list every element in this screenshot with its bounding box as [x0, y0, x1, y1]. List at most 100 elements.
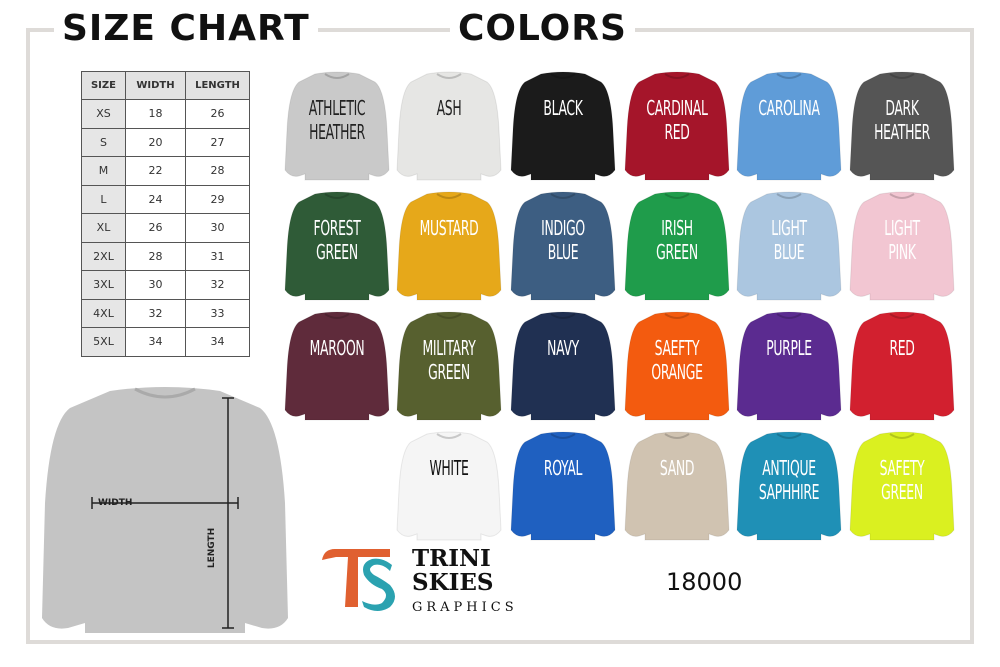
- color-swatch[interactable]: LIGHT PINK: [848, 190, 956, 302]
- color-swatch[interactable]: SAEFTY ORANGE: [623, 310, 731, 422]
- color-name: ASH: [436, 96, 462, 120]
- color-swatch[interactable]: NAVY: [509, 310, 617, 422]
- color-name: LIGHT PINK: [884, 216, 920, 264]
- width-cell: 34: [125, 327, 186, 357]
- color-swatch[interactable]: MUSTARD: [395, 190, 503, 302]
- sweatshirt-icon: [510, 311, 616, 421]
- sweatshirt-icon: [284, 191, 390, 301]
- sweatshirt-icon: [284, 71, 390, 181]
- color-swatch[interactable]: ATHLETIC HEATHER: [283, 70, 391, 182]
- color-swatch[interactable]: FOREST GREEN: [283, 190, 391, 302]
- sweatshirt-icon: [849, 191, 955, 301]
- color-swatch[interactable]: MAROON: [283, 310, 391, 422]
- sweatshirt-icon: [396, 431, 502, 541]
- size-table: SIZE WIDTH LENGTH XS 18 26 S 20 27 M 22 28 L 24 29 X…: [81, 71, 250, 357]
- sweatshirt-icon: [510, 71, 616, 181]
- color-name: MILITARY GREEN: [422, 336, 476, 384]
- color-swatch[interactable]: ROYAL: [509, 430, 617, 542]
- header-size: SIZE: [81, 71, 126, 100]
- length-cell: 33: [185, 298, 250, 328]
- color-swatch[interactable]: WHITE: [395, 430, 503, 542]
- size-row: M 22 28: [81, 156, 250, 186]
- brand-logo: TRINI SKIES GRAPHICS: [320, 545, 514, 619]
- size-row: 2XL 28 31: [81, 241, 250, 271]
- colors-title: COLORS: [450, 8, 635, 49]
- color-swatch[interactable]: CAROLINA: [735, 70, 843, 182]
- width-cell: 32: [125, 298, 186, 328]
- length-cell: 32: [185, 270, 250, 300]
- color-name: ROYAL: [543, 456, 583, 480]
- color-swatch[interactable]: CARDINAL RED: [623, 70, 731, 182]
- color-swatch[interactable]: PURPLE: [735, 310, 843, 422]
- color-name: SAFETY GREEN: [879, 456, 925, 504]
- size-row: 5XL 34 34: [81, 327, 250, 357]
- sweatshirt-icon: [396, 311, 502, 421]
- length-label: LENGTH: [207, 527, 218, 569]
- color-name: CARDINAL RED: [646, 96, 708, 144]
- length-cell: 28: [185, 156, 250, 186]
- width-cell: 24: [125, 184, 186, 214]
- width-cell: 26: [125, 213, 186, 243]
- color-swatch[interactable]: LIGHT BLUE: [735, 190, 843, 302]
- sweatshirt-icon: [284, 311, 390, 421]
- color-name: RED: [889, 336, 915, 360]
- color-swatch[interactable]: SAND: [623, 430, 731, 542]
- size-cell: 2XL: [81, 241, 126, 271]
- header-width: WIDTH: [125, 71, 186, 100]
- size-row: L 24 29: [81, 184, 250, 214]
- size-cell: L: [81, 184, 126, 214]
- length-cell: 29: [185, 184, 250, 214]
- color-name: IRISH GREEN: [656, 216, 698, 264]
- color-name: BLACK: [543, 96, 583, 120]
- frame-bottom: [26, 640, 974, 644]
- color-name: FOREST GREEN: [313, 216, 361, 264]
- size-cell: 3XL: [81, 270, 126, 300]
- size-diagram-sweatshirt: WIDTH LENGTH: [40, 383, 290, 642]
- sweatshirt-icon: [624, 431, 730, 541]
- color-name: SAEFTY ORANGE: [651, 336, 703, 384]
- sweatshirt-icon: [624, 311, 730, 421]
- sweatshirt-icon: [624, 191, 730, 301]
- color-swatch[interactable]: MILITARY GREEN: [395, 310, 503, 422]
- sweatshirt-icon: [510, 431, 616, 541]
- product-code: 18000: [666, 568, 743, 596]
- frame-left: [26, 28, 30, 643]
- sweatshirt-icon: [624, 71, 730, 181]
- sweatshirt-icon: [736, 71, 842, 181]
- color-name: CAROLINA: [758, 96, 820, 120]
- color-name: ANTIQUE SAPHHIRE: [758, 456, 820, 504]
- color-name: SAND: [659, 456, 695, 480]
- width-label: WIDTH: [98, 498, 133, 508]
- header-length: LENGTH: [185, 71, 250, 100]
- sweatshirt-icon: [736, 191, 842, 301]
- sweatshirt-icon: [736, 431, 842, 541]
- color-name: LIGHT BLUE: [771, 216, 807, 264]
- color-swatch[interactable]: INDIGO BLUE: [509, 190, 617, 302]
- sweatshirt-icon: [396, 191, 502, 301]
- sweatshirt-icon: [849, 311, 955, 421]
- size-chart-title: SIZE CHART: [54, 8, 318, 49]
- size-row: S 20 27: [81, 127, 250, 157]
- length-cell: 26: [185, 99, 250, 129]
- length-cell: 30: [185, 213, 250, 243]
- sweatshirt-icon: [849, 431, 955, 541]
- length-cell: 27: [185, 127, 250, 157]
- size-row: XL 26 30: [81, 213, 250, 243]
- color-swatch[interactable]: ANTIQUE SAPHHIRE: [735, 430, 843, 542]
- color-name: MUSTARD: [419, 216, 479, 240]
- size-row: 4XL 32 33: [81, 298, 250, 328]
- color-swatch[interactable]: DARK HEATHER: [848, 70, 956, 182]
- color-name: PURPLE: [766, 336, 812, 360]
- ts-monogram-icon: [322, 549, 395, 611]
- brand-line2: SKIES: [412, 569, 494, 596]
- color-name: NAVY: [547, 336, 579, 360]
- color-swatch[interactable]: SAFETY GREEN: [848, 430, 956, 542]
- color-swatch[interactable]: IRISH GREEN: [623, 190, 731, 302]
- color-swatch[interactable]: BLACK: [509, 70, 617, 182]
- color-swatch[interactable]: RED: [848, 310, 956, 422]
- color-name: MAROON: [309, 336, 365, 360]
- size-cell: S: [81, 127, 126, 157]
- color-swatch[interactable]: ASH: [395, 70, 503, 182]
- size-cell: XL: [81, 213, 126, 243]
- color-name: ATHLETIC HEATHER: [308, 96, 366, 144]
